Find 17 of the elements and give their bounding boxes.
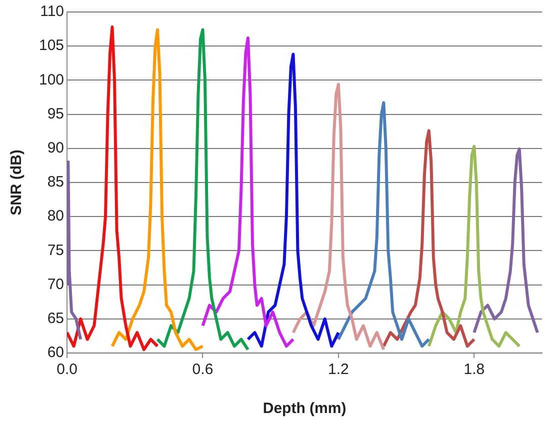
y-tick-label: 65 — [47, 310, 64, 328]
y-tick-label: 80 — [47, 208, 64, 225]
x-tick-label: 1.8 — [464, 361, 485, 378]
y-tick-label: 60 — [47, 344, 64, 362]
y-tick-label: 90 — [47, 140, 64, 157]
x-tick-label: 0.6 — [192, 361, 214, 378]
y-tick-label: 70 — [47, 276, 64, 293]
x-tick-label: 1.2 — [328, 361, 349, 378]
y-axis-title: SNR (dB) — [8, 150, 26, 216]
x-tick-label: 0.0 — [56, 361, 78, 378]
x-axis-title: Depth (mm) — [262, 400, 346, 418]
y-tick-label: 110 — [40, 3, 64, 20]
y-tick-label: 85 — [47, 174, 64, 191]
y-tick-label: 75 — [47, 242, 64, 259]
y-tick-label: 105 — [38, 37, 64, 54]
y-tick-label: 95 — [47, 105, 64, 122]
y-tick-label: 100 — [38, 71, 64, 88]
